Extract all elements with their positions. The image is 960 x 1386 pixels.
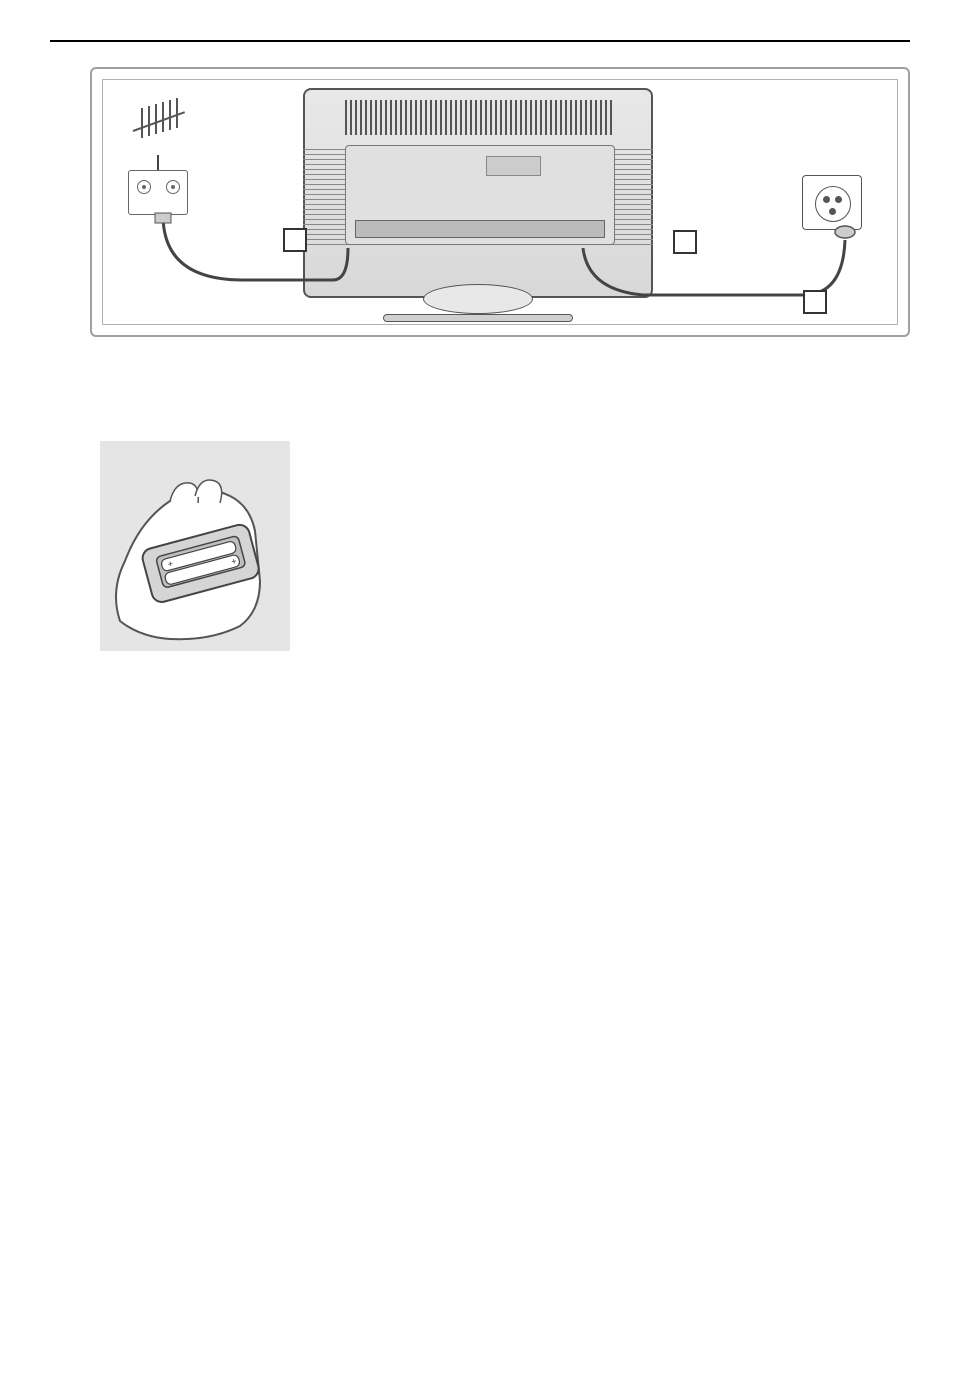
callout-2 [673,230,697,254]
wall-antenna-socket-icon [128,170,188,215]
instruction-list-1 [330,367,850,395]
connection-diagram [102,79,898,325]
battery-insert-figure: + + [100,441,290,651]
instruction-list-2 [330,441,360,483]
tv-stand-base-icon [383,314,573,322]
connection-diagram-frame [90,67,910,337]
title-underline [50,40,910,42]
tv-stand-neck-icon [423,284,533,314]
antenna-icon [133,100,193,150]
callout-1 [283,228,307,252]
power-outlet-icon [802,175,862,230]
tv-port-strip [355,220,605,238]
callout-3 [803,290,827,314]
tv-rear-panel-icon [303,88,653,298]
